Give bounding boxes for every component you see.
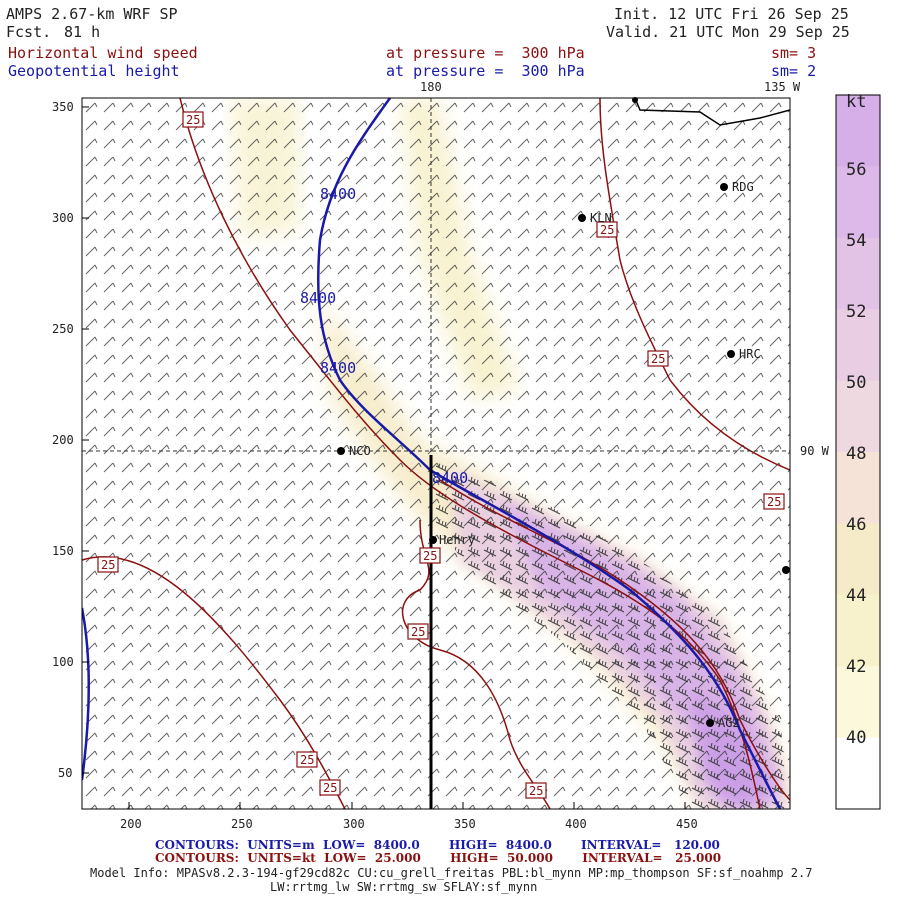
y-tick-label: 150	[52, 544, 74, 558]
axis-ticks	[82, 106, 686, 809]
colorbar-label: 44	[846, 586, 867, 606]
field1-smooth: sm= 3	[771, 44, 817, 62]
y-tick-label: 200	[52, 433, 74, 447]
wind-speed-shading	[82, 98, 790, 809]
station-markers	[337, 97, 790, 727]
colorbar-label: 56	[846, 160, 867, 180]
colorbar-label: 42	[846, 657, 867, 677]
x-tick-label: 350	[454, 817, 476, 831]
model-title: AMPS 2.67-km WRF SP	[6, 5, 178, 23]
footer-height-contours: CONTOURS: UNITS=m LOW= 8400.0 HIGH= 8400…	[155, 838, 720, 852]
colorbar-band	[836, 666, 880, 739]
x-tick-label: 450	[676, 817, 698, 831]
x-tick-label: 400	[565, 817, 587, 831]
colorbar-band	[836, 95, 880, 167]
y-tick-label: 300	[52, 211, 74, 225]
coastline	[634, 98, 790, 126]
field2-smooth: sm= 2	[771, 62, 817, 80]
speed-contour-3	[401, 519, 551, 809]
height-contour-left	[82, 607, 90, 781]
colorbar-band	[836, 166, 880, 239]
field1-name: Horizontal wind speed	[8, 44, 198, 62]
speed-label: 25	[101, 558, 116, 572]
valid-time: Valid. 21 UTC Mon 29 Sep 25	[606, 23, 850, 41]
station-label-nco: NCO	[349, 444, 371, 458]
colorbar-label: 46	[846, 515, 867, 535]
speed-contour-2	[82, 556, 346, 809]
speed-label-boxes	[97, 111, 785, 799]
station-label-rdg: RDG	[732, 180, 754, 194]
colorbar-label: 54	[846, 231, 867, 251]
colorbar-label: 48	[846, 444, 867, 464]
colorbar-label: 52	[846, 302, 867, 322]
colorbar-label: 50	[846, 373, 867, 393]
y-tick-label: 100	[52, 655, 74, 669]
footer-model-info: Model Info: MPASv8.2.3-194-gf29cd82c CU:…	[90, 866, 813, 880]
speed-label: 25	[300, 753, 315, 767]
colorbar	[836, 95, 880, 810]
colorbar-band	[836, 594, 880, 667]
meridian-label: 90 W	[800, 444, 829, 458]
footer-speed-contours: CONTOURS: UNITS=kt LOW= 25.000 HIGH= 50.…	[155, 851, 722, 865]
speed-label: 25	[600, 223, 615, 237]
speed-label: 25	[186, 113, 201, 127]
height-label: 8400	[320, 359, 357, 377]
station-label-kln: KLN	[590, 211, 612, 225]
field1-level: at pressure = 300 hPa	[386, 44, 585, 62]
meridian-label: 135 W	[764, 80, 801, 94]
speed-contour-5	[439, 479, 790, 801]
height-label: 8400	[300, 289, 337, 307]
colorbar-band	[836, 452, 880, 524]
forecast-hours: 81 h	[64, 23, 101, 41]
forecast-label: Fcst.	[6, 23, 52, 41]
speed-contour-1	[179, 98, 761, 809]
height-label: 8400	[432, 469, 469, 487]
colorbar-band	[836, 737, 880, 810]
plot-frame	[81, 97, 791, 810]
y-tick-label: 50	[58, 766, 73, 780]
field2-name: Geopotential height	[8, 62, 180, 80]
colorbar-label: 40	[846, 728, 867, 748]
x-tick-label: 200	[120, 817, 142, 831]
speed-label: 25	[767, 495, 782, 509]
colorbar-band	[836, 380, 880, 453]
speed-label: 25	[411, 625, 426, 639]
y-tick-label: 350	[52, 100, 74, 114]
x-tick-label: 300	[343, 817, 365, 831]
init-time: Init. 12 UTC Fri 26 Sep 25	[614, 5, 849, 23]
speed-label: 25	[651, 352, 666, 366]
speed-contour-4	[599, 98, 790, 471]
x-tick-label: 250	[231, 817, 253, 831]
station-label-henry: Henry	[439, 533, 476, 547]
speed-label: 25	[323, 781, 338, 795]
colorbar-frame	[835, 94, 881, 810]
footer-model-info-2: LW:rrtmg_lw SW:rrtmg_sw SFLAY:sf_mynn	[270, 880, 538, 894]
height-label: 8400	[320, 185, 357, 203]
speed-label: 25	[529, 784, 544, 798]
colorbar-band	[836, 237, 880, 310]
meridian-label: 180	[420, 80, 442, 94]
colorbar-band	[836, 309, 880, 382]
colorbar-unit: kt	[846, 92, 867, 112]
colorbar-band	[836, 523, 880, 596]
field2-level: at pressure = 300 hPa	[386, 62, 585, 80]
speed-label: 25	[423, 549, 438, 563]
y-tick-label: 250	[52, 322, 74, 336]
station-label-ag2: AG2	[718, 716, 740, 730]
station-label-hrc: HRC	[739, 347, 761, 361]
